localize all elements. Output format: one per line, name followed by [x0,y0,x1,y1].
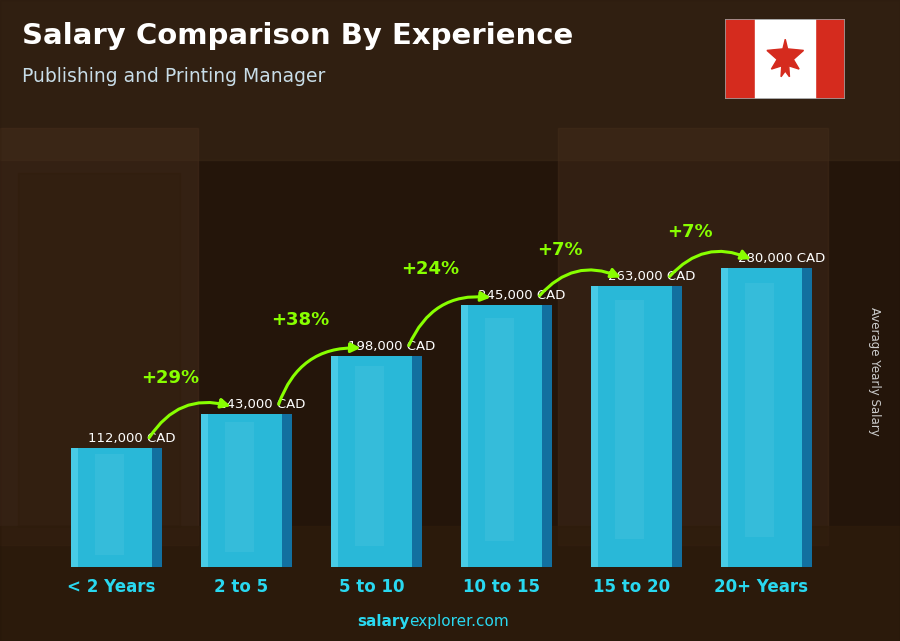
Text: +29%: +29% [141,369,199,387]
Text: salary: salary [357,615,410,629]
Text: 198,000 CAD: 198,000 CAD [348,340,436,353]
Bar [202,414,208,567]
Polygon shape [542,305,553,567]
Bar [558,128,828,545]
Bar [591,286,598,567]
Bar [331,356,412,567]
Bar [225,422,254,552]
Text: +7%: +7% [667,223,713,241]
Polygon shape [282,414,292,567]
Bar [331,356,338,567]
Text: explorer.com: explorer.com [410,615,509,629]
Bar [815,19,845,99]
Text: Salary Comparison By Experience: Salary Comparison By Experience [22,22,574,51]
Polygon shape [802,268,813,567]
Text: 280,000 CAD: 280,000 CAD [738,252,825,265]
Text: +24%: +24% [400,260,459,278]
Text: 143,000 CAD: 143,000 CAD [218,398,305,412]
FancyArrowPatch shape [149,399,228,438]
Bar [721,268,802,567]
Text: 112,000 CAD: 112,000 CAD [88,431,176,444]
Text: 245,000 CAD: 245,000 CAD [478,289,565,303]
FancyArrowPatch shape [279,344,357,404]
FancyArrowPatch shape [670,251,748,276]
Text: 263,000 CAD: 263,000 CAD [608,270,696,283]
Bar [356,366,383,546]
Polygon shape [671,286,682,567]
Bar [591,286,671,567]
Bar [721,268,727,567]
Bar [616,300,644,539]
Bar [745,283,774,537]
Polygon shape [152,447,162,567]
FancyArrowPatch shape [409,292,487,345]
Bar [202,414,282,567]
Text: +7%: +7% [537,241,583,259]
Bar [461,305,468,567]
Bar [0,526,900,641]
Bar [18,173,180,526]
Bar [71,447,77,567]
Text: Publishing and Printing Manager: Publishing and Printing Manager [22,67,326,87]
Bar [71,447,152,567]
Bar [95,454,123,555]
Bar [725,19,755,99]
Polygon shape [412,356,422,567]
Text: Average Yearly Salary: Average Yearly Salary [868,308,881,436]
Text: +38%: +38% [271,311,329,329]
Polygon shape [767,39,804,77]
Bar [0,128,198,545]
Bar [0,0,900,160]
Bar [755,19,815,99]
Bar [485,319,514,541]
FancyArrowPatch shape [540,269,617,296]
Bar [461,305,542,567]
